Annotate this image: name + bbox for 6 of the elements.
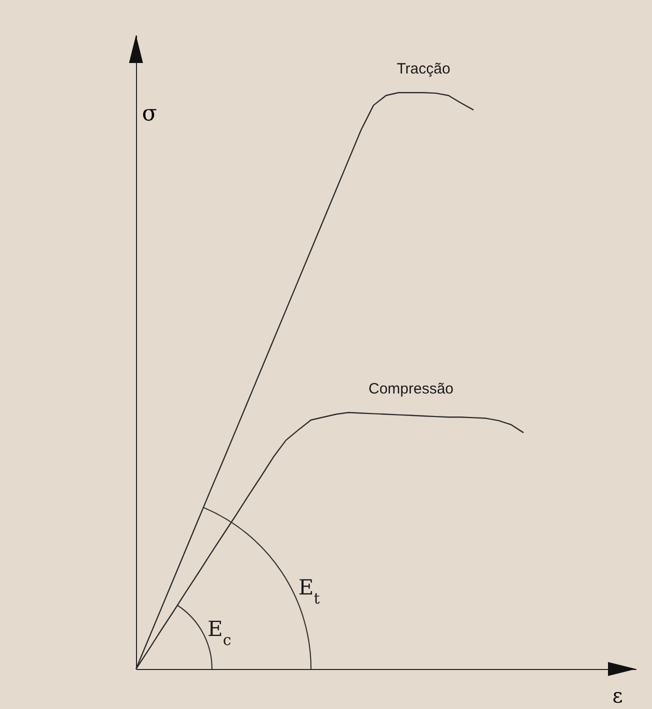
x-axis-title: ε [612, 684, 623, 708]
series-label: Tracção [396, 60, 450, 78]
series-label: Compressão [368, 380, 454, 398]
y-axis-title: σ [142, 102, 158, 126]
annotation: E$_{t}$ [298, 575, 320, 608]
annotation: E$_{c}$ [208, 617, 232, 650]
